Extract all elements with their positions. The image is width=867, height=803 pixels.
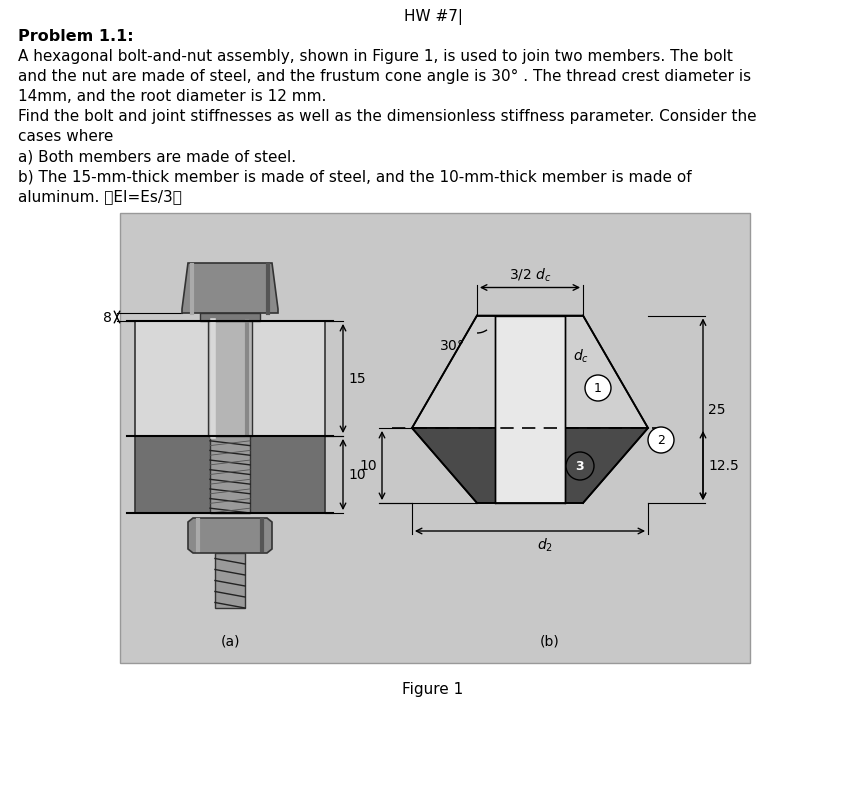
Text: a) Both members are made of steel.: a) Both members are made of steel.: [18, 149, 297, 164]
Text: 12.5: 12.5: [708, 459, 739, 473]
Circle shape: [648, 427, 674, 454]
Text: HW #7|: HW #7|: [403, 9, 462, 25]
Text: 2: 2: [657, 434, 665, 447]
Polygon shape: [208, 321, 252, 437]
Polygon shape: [188, 519, 272, 553]
Text: aluminum. （EI=Es/3）: aluminum. （EI=Es/3）: [18, 189, 182, 204]
Text: Figure 1: Figure 1: [402, 681, 464, 696]
Text: cases where: cases where: [18, 128, 114, 144]
Text: and the nut are made of steel, and the frustum cone angle is 30° . The thread cr: and the nut are made of steel, and the f…: [18, 69, 751, 84]
Text: $d_2$: $d_2$: [537, 536, 553, 554]
Text: 8: 8: [103, 311, 112, 324]
Text: $30°$: $30°$: [440, 339, 465, 353]
FancyBboxPatch shape: [120, 214, 750, 663]
Text: 3: 3: [576, 460, 584, 473]
Polygon shape: [135, 437, 325, 513]
Circle shape: [566, 452, 594, 480]
Polygon shape: [412, 429, 648, 503]
Text: Problem 1.1:: Problem 1.1:: [18, 29, 134, 44]
Text: $d_c$: $d_c$: [573, 348, 589, 365]
Text: Find the bolt and joint stiffnesses as well as the dimensionless stiffness param: Find the bolt and joint stiffnesses as w…: [18, 109, 757, 124]
Text: 14mm, and the root diameter is 12 mm.: 14mm, and the root diameter is 12 mm.: [18, 89, 326, 104]
Polygon shape: [210, 437, 250, 513]
Polygon shape: [200, 314, 260, 321]
Polygon shape: [135, 321, 325, 437]
Text: A hexagonal bolt-and-nut assembly, shown in Figure 1, is used to join two member: A hexagonal bolt-and-nut assembly, shown…: [18, 49, 733, 64]
Text: 10: 10: [360, 459, 377, 473]
Text: 10: 10: [348, 468, 366, 482]
Text: 15: 15: [348, 372, 366, 386]
Polygon shape: [215, 553, 245, 608]
Polygon shape: [412, 316, 648, 429]
Polygon shape: [182, 263, 278, 314]
Text: (b): (b): [540, 634, 560, 648]
Text: b) The 15-mm-thick member is made of steel, and the 10-mm-thick member is made o: b) The 15-mm-thick member is made of ste…: [18, 169, 692, 184]
Text: 1: 1: [594, 382, 602, 395]
Circle shape: [585, 376, 611, 402]
Text: $3/2\ d_c$: $3/2\ d_c$: [509, 266, 551, 283]
Text: 25: 25: [708, 403, 726, 417]
Polygon shape: [495, 316, 565, 503]
Text: (a): (a): [220, 634, 240, 648]
